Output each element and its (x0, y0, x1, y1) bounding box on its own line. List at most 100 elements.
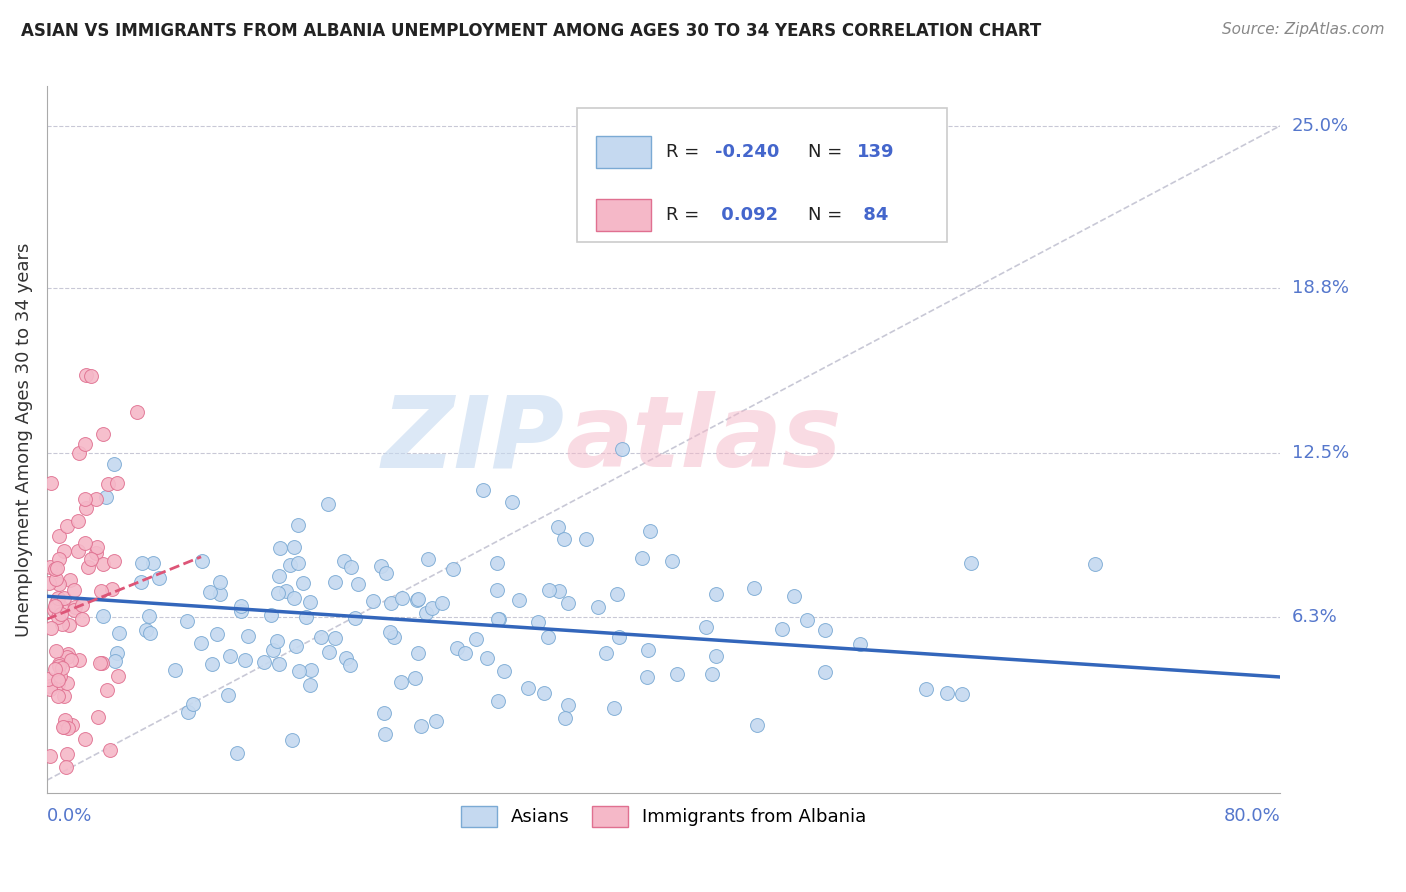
Point (704, 587, 727, 601)
Point (299, 678, 322, 692)
Point (406, 646, 429, 660)
Point (636, 670, 658, 684)
Point (269, 657, 291, 672)
Point (59, 573, 82, 587)
Point (486, 557, 509, 571)
Text: 25.0%: 25.0% (1292, 117, 1348, 135)
Text: R =: R = (666, 143, 706, 161)
Point (58, 618, 80, 632)
Point (63, 583, 86, 598)
Point (49, 599, 72, 614)
Point (129, 575, 152, 590)
Point (283, 591, 305, 606)
Point (39, 748, 62, 763)
Point (75, 437, 97, 451)
Point (163, 663, 186, 677)
Point (138, 608, 160, 623)
Point (266, 634, 288, 648)
Point (191, 554, 214, 568)
Point (533, 686, 555, 700)
Point (56, 650, 79, 665)
Point (42, 603, 65, 617)
Text: N =: N = (808, 143, 848, 161)
Point (208, 574, 231, 589)
Point (75, 492, 97, 507)
Point (602, 701, 624, 715)
Point (485, 582, 508, 597)
Point (56, 519, 79, 533)
Point (53, 714, 76, 728)
Point (45, 573, 67, 587)
Point (415, 607, 437, 621)
Point (84, 491, 107, 506)
Point (554, 711, 576, 725)
Point (935, 686, 957, 700)
Point (323, 632, 346, 646)
Point (75, 536, 97, 550)
Point (747, 718, 769, 732)
Text: 0.0%: 0.0% (46, 807, 93, 825)
Point (276, 584, 298, 599)
Point (508, 592, 530, 607)
Point (288, 664, 311, 678)
Point (292, 575, 315, 590)
Point (44, 599, 66, 613)
Point (609, 631, 631, 645)
Point (48, 529, 70, 543)
Point (103, 457, 125, 471)
Text: 0.092: 0.092 (716, 206, 779, 224)
Point (51, 661, 73, 675)
Point (229, 604, 252, 618)
Text: ASIAN VS IMMIGRANTS FROM ALBANIA UNEMPLOYMENT AMONG AGES 30 TO 34 YEARS CORRELAT: ASIAN VS IMMIGRANTS FROM ALBANIA UNEMPLO… (21, 22, 1042, 40)
Point (55, 759, 77, 773)
Point (46, 689, 69, 703)
Point (51, 607, 73, 621)
Point (446, 640, 468, 655)
Point (373, 706, 395, 720)
Point (60, 718, 83, 732)
Point (340, 560, 363, 574)
Point (52, 719, 75, 733)
Point (39, 475, 62, 490)
Point (142, 556, 165, 570)
Text: Source: ZipAtlas.com: Source: ZipAtlas.com (1222, 22, 1385, 37)
Text: 80.0%: 80.0% (1223, 807, 1281, 825)
Point (538, 583, 561, 598)
Point (631, 551, 654, 566)
Point (107, 668, 129, 682)
Point (661, 554, 683, 568)
Point (91, 426, 114, 441)
Point (48, 657, 70, 671)
Point (53, 591, 76, 605)
Point (610, 442, 633, 457)
Point (557, 596, 579, 610)
Point (517, 681, 540, 695)
Point (46, 610, 69, 624)
Point (51, 616, 73, 631)
Point (176, 614, 198, 628)
Point (527, 615, 550, 629)
Point (219, 648, 242, 663)
Point (488, 611, 510, 625)
Point (915, 681, 938, 696)
Point (389, 675, 412, 690)
Point (950, 687, 973, 701)
Text: -0.240: -0.240 (716, 143, 780, 161)
Point (557, 698, 579, 712)
Point (200, 585, 222, 599)
Point (281, 733, 304, 747)
Point (464, 632, 486, 647)
Point (425, 714, 447, 728)
Point (488, 611, 510, 625)
Point (318, 645, 340, 659)
Point (742, 581, 765, 595)
Point (404, 671, 426, 685)
Point (960, 557, 983, 571)
Point (266, 586, 288, 600)
Point (501, 495, 523, 509)
Point (96, 683, 118, 698)
Point (391, 591, 413, 605)
Point (344, 611, 367, 625)
Point (225, 746, 247, 760)
Point (260, 607, 283, 622)
